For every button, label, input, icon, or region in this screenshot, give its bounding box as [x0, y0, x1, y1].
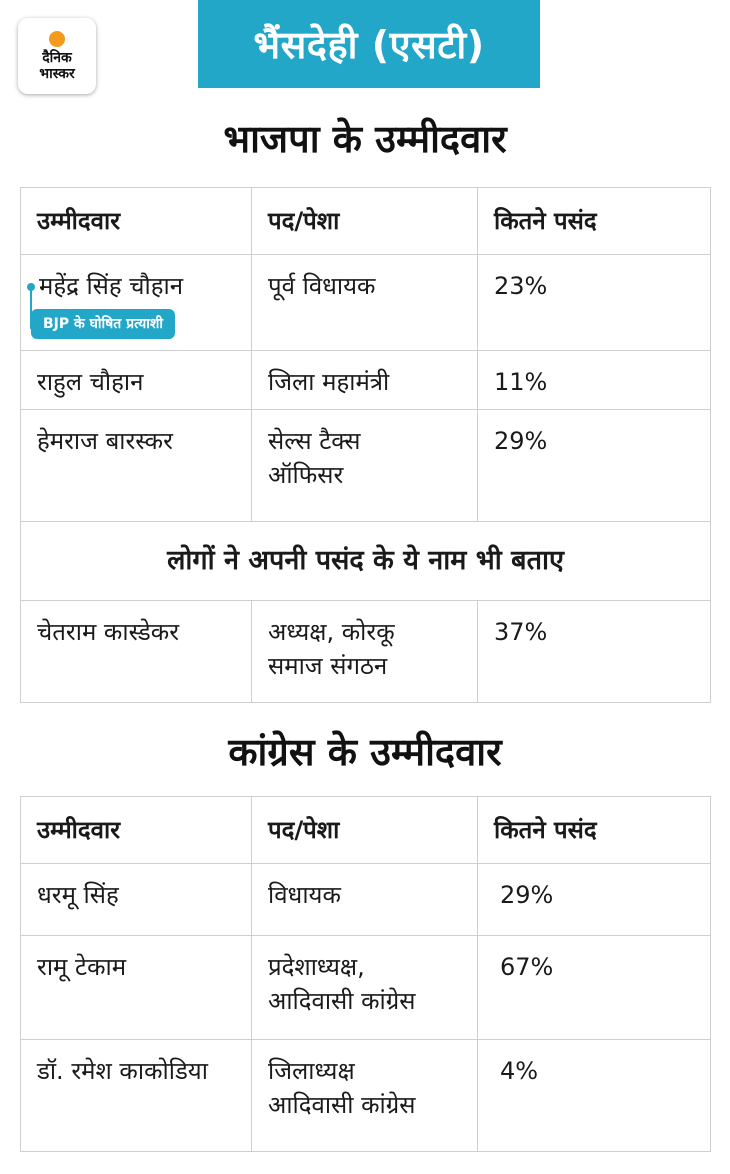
post-line-1: अध्यक्ष, कोरकू — [268, 618, 395, 646]
table-header-row: उम्मीदवार पद/पेशा कितने पसंद — [20, 796, 711, 864]
column-header-preference: कितने पसंद — [477, 187, 711, 255]
public-suggestions-heading: लोगों ने अपनी पसंद के ये नाम भी बताए — [20, 521, 711, 601]
post-cell: जिलाध्यक्ष आदिवासी कांग्रेस — [251, 1039, 478, 1152]
constituency-banner: भैंसदेही (एसटी) — [198, 0, 540, 88]
declared-candidate-badge: BJP के घोषित प्रत्याशी — [31, 309, 176, 339]
table-row: रामू टेकाम प्रदेशाध्यक्ष, आदिवासी कांग्र… — [20, 935, 711, 1040]
bjp-candidates-table: उम्मीदवार पद/पेशा कितने पसंद महेंद्र सिं… — [20, 187, 711, 703]
preference-cell: 29% — [477, 409, 711, 522]
post-line-2: समाज संगठन — [268, 652, 388, 680]
post-cell: विधायक — [251, 863, 478, 936]
subheading-row: लोगों ने अपनी पसंद के ये नाम भी बताए — [20, 521, 711, 601]
logo-line-2: भास्कर — [39, 65, 75, 82]
column-header-candidate: उम्मीदवार — [20, 187, 252, 255]
table-row: हेमराज बारस्कर सेल्स टैक्स ऑफिसर 29% — [20, 409, 711, 522]
table-row: डॉ. रमेश काकोडिया जिलाध्यक्ष आदिवासी कां… — [20, 1039, 711, 1152]
candidate-name: चेतराम कास्डेकर — [20, 600, 252, 703]
preference-cell: 23% — [477, 254, 711, 351]
candidate-name: राहुल चौहान — [20, 350, 252, 410]
table-row: चेतराम कास्डेकर अध्यक्ष, कोरकू समाज संगठ… — [20, 600, 711, 703]
column-header-preference: कितने पसंद — [477, 796, 711, 864]
post-cell: अध्यक्ष, कोरकू समाज संगठन — [251, 600, 478, 703]
candidate-name: हेमराज बारस्कर — [20, 409, 252, 522]
candidate-name: धरमू सिंह — [20, 863, 252, 936]
marker-line — [30, 289, 32, 329]
bjp-section-title: भाजपा के उम्मीदवार — [223, 117, 507, 161]
preference-cell: 67% — [477, 935, 711, 1040]
candidate-cell: महेंद्र सिंह चौहान BJP के घोषित प्रत्याश… — [20, 254, 252, 351]
table-row: धरमू सिंह विधायक 29% — [20, 863, 711, 936]
candidate-name: रामू टेकाम — [20, 935, 252, 1040]
column-header-post: पद/पेशा — [251, 796, 478, 864]
marker-dot — [27, 283, 35, 291]
candidate-name: डॉ. रमेश काकोडिया — [20, 1039, 252, 1152]
congress-candidates-table: उम्मीदवार पद/पेशा कितने पसंद धरमू सिंह व… — [20, 796, 711, 1152]
post-line-1: प्रदेशाध्यक्ष, — [268, 953, 365, 981]
preference-cell: 37% — [477, 600, 711, 703]
column-header-candidate: उम्मीदवार — [20, 796, 252, 864]
congress-section-title: कांग्रेस के उम्मीदवार — [228, 730, 502, 774]
post-cell: जिला महामंत्री — [251, 350, 478, 410]
column-header-post: पद/पेशा — [251, 187, 478, 255]
post-line-2: ऑफिसर — [268, 461, 344, 489]
post-line-1: सेल्स टैक्स — [268, 427, 361, 455]
table-header-row: उम्मीदवार पद/पेशा कितने पसंद — [20, 187, 711, 255]
post-cell: प्रदेशाध्यक्ष, आदिवासी कांग्रेस — [251, 935, 478, 1040]
table-row: महेंद्र सिंह चौहान BJP के घोषित प्रत्याश… — [20, 254, 711, 351]
post-line-2: आदिवासी कांग्रेस — [268, 1091, 416, 1119]
post-line-2: आदिवासी कांग्रेस — [268, 987, 416, 1015]
post-line-1: जिलाध्यक्ष — [268, 1057, 355, 1085]
post-cell: पूर्व विधायक — [251, 254, 478, 351]
preference-cell: 11% — [477, 350, 711, 410]
preference-cell: 4% — [477, 1039, 711, 1152]
dainik-bhaskar-logo: दैनिक भास्कर — [18, 18, 96, 94]
logo-line-1: दैनिक — [42, 49, 72, 66]
table-row: राहुल चौहान जिला महामंत्री 11% — [20, 350, 711, 410]
post-cell: सेल्स टैक्स ऑफिसर — [251, 409, 478, 522]
candidate-name: महेंद्र सिंह चौहान — [39, 272, 184, 300]
preference-cell: 29% — [477, 863, 711, 936]
post-line-1: पूर्व विधायक — [268, 272, 376, 300]
sun-icon — [49, 30, 65, 47]
